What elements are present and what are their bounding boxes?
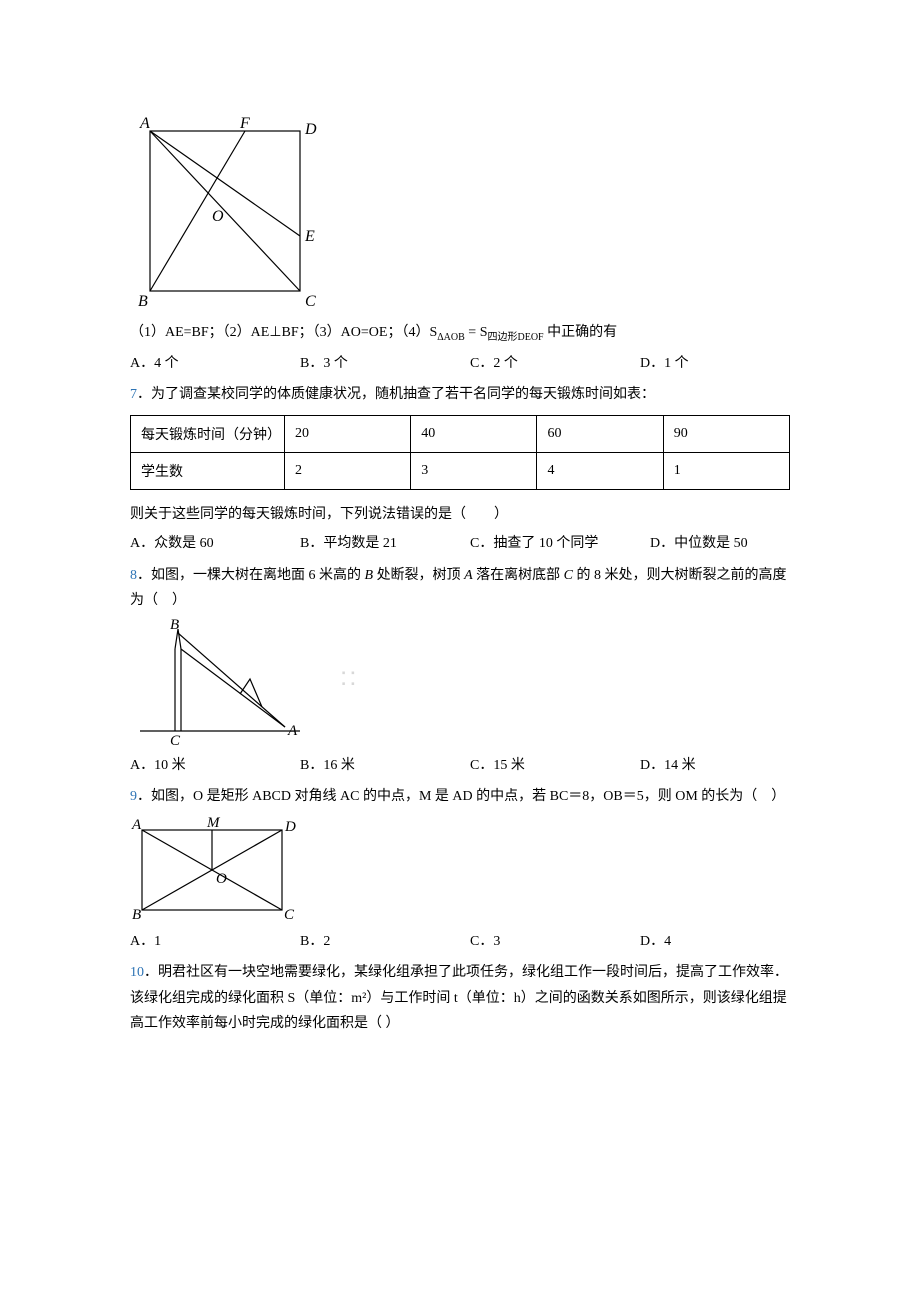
- t-label-A: A: [287, 723, 298, 739]
- q9-stem: 9．如图，O 是矩形 ABCD 对角线 AC 的中点，M 是 AD 的中点，若 …: [130, 784, 790, 809]
- q8-opt-A: A．10 米: [130, 753, 300, 778]
- q7-opt-B: B．平均数是 21: [300, 531, 470, 556]
- q6-statements: （1）AE=BF；（2）AE⊥BF；（3）AO=OE；（4）SΔAOB = S四…: [130, 320, 790, 347]
- q7-opt-C: C．抽查了 10 个同学: [470, 531, 650, 556]
- q8-num: 8: [130, 568, 137, 583]
- label-D: D: [304, 121, 317, 138]
- q9-figure: A M D B C O: [130, 815, 790, 925]
- td-3: 3: [411, 453, 537, 490]
- q8-C: C: [564, 568, 573, 583]
- q6-opt-C: C．2 个: [470, 351, 640, 376]
- td-students: 学生数: [131, 453, 285, 490]
- q9-options: A．1 B．2 C．3 D．4: [130, 929, 790, 954]
- td-4: 4: [537, 453, 663, 490]
- q10-stem: 10．明君社区有一块空地需要绿化，某绿化组承担了此项任务，绿化组工作一段时间后，…: [130, 960, 790, 1036]
- q7-num: 7: [130, 387, 137, 402]
- label-O: O: [212, 208, 224, 225]
- q6-opt-D: D．1 个: [640, 351, 760, 376]
- q6-options: A．4 个 B．3 个 C．2 个 D．1 个: [130, 351, 790, 376]
- q8-t2: 处断裂，树顶: [373, 568, 464, 583]
- r-label-O: O: [216, 871, 227, 887]
- q6-statements-text: （1）AE=BF；（2）AE⊥BF；（3）AO=OE；（4）: [130, 325, 429, 340]
- q8-opt-B: B．16 米: [300, 753, 470, 778]
- th-40: 40: [411, 416, 537, 453]
- q8-t3: 落在离树底部: [473, 568, 564, 583]
- q9-opt-D: D．4: [640, 929, 760, 954]
- watermark-icon: ::: [340, 661, 358, 692]
- th-90: 90: [663, 416, 789, 453]
- label-B: B: [138, 293, 148, 310]
- q6-tail: 中正确的有: [544, 325, 618, 340]
- q10-text: ．明君社区有一块空地需要绿化，某绿化组承担了此项任务，绿化组工作一段时间后，提高…: [130, 965, 788, 1030]
- q6-eq-Sright-sub: 四边形DEOF: [488, 332, 544, 343]
- r-label-B: B: [132, 907, 141, 923]
- table-row: 每天锻炼时间（分钟） 20 40 60 90: [131, 416, 790, 453]
- r-label-A: A: [131, 817, 142, 833]
- label-A: A: [139, 116, 150, 132]
- q10-num: 10: [130, 965, 144, 980]
- r-label-D: D: [284, 819, 296, 835]
- q9-opt-B: B．2: [300, 929, 470, 954]
- q7-stem: 7．为了调查某校同学的体质健康状况，随机抽查了若干名同学的每天锻炼时间如表：: [130, 382, 790, 407]
- q7-options: A．众数是 60 B．平均数是 21 C．抽查了 10 个同学 D．中位数是 5…: [130, 531, 790, 556]
- q6-opt-A: A．4 个: [130, 351, 300, 376]
- td-2: 2: [285, 453, 411, 490]
- q8-B: B: [365, 568, 374, 583]
- r-label-M: M: [206, 815, 221, 831]
- q9-opt-A: A．1: [130, 929, 300, 954]
- q7-opt-A: A．众数是 60: [130, 531, 300, 556]
- label-C: C: [305, 293, 316, 310]
- q8-stem: 8．如图，一棵大树在离地面 6 米高的 B 处断裂，树顶 A 落在离树底部 C …: [130, 563, 790, 613]
- label-F: F: [239, 116, 250, 132]
- q7-opt-D: D．中位数是 50: [650, 531, 790, 556]
- t-label-C: C: [170, 733, 181, 749]
- r-label-C: C: [284, 907, 295, 923]
- q6-figure: A F D E C B O: [130, 116, 790, 316]
- td-1: 1: [663, 453, 789, 490]
- q9-opt-C: C．3: [470, 929, 640, 954]
- q8-opt-D: D．14 米: [640, 753, 760, 778]
- t-label-B: B: [170, 619, 179, 633]
- q8-figure: :: B C A: [130, 619, 790, 749]
- th-60: 60: [537, 416, 663, 453]
- q9-num: 9: [130, 789, 137, 804]
- q8-options: A．10 米 B．16 米 C．15 米 D．14 米: [130, 753, 790, 778]
- q7-table: 每天锻炼时间（分钟） 20 40 60 90 学生数 2 3 4 1: [130, 415, 790, 490]
- th-20: 20: [285, 416, 411, 453]
- q8-A: A: [464, 568, 473, 583]
- q8-opt-C: C．15 米: [470, 753, 640, 778]
- q8-t1: ．如图，一棵大树在离地面 6 米高的: [137, 568, 365, 583]
- th-time: 每天锻炼时间（分钟）: [131, 416, 285, 453]
- label-E: E: [304, 228, 315, 245]
- table-row: 学生数 2 3 4 1: [131, 453, 790, 490]
- q9-text: ．如图，O 是矩形 ABCD 对角线 AC 的中点，M 是 AD 的中点，若 B…: [137, 789, 785, 804]
- q6-eq-Sleft-sub: ΔAOB: [437, 332, 465, 343]
- q7-stem2: 则关于这些同学的每天锻炼时间，下列说法错误的是（ ）: [130, 502, 790, 527]
- q6-eq-eq: =: [465, 325, 480, 340]
- q7-text: ．为了调查某校同学的体质健康状况，随机抽查了若干名同学的每天锻炼时间如表：: [137, 387, 655, 402]
- q6-opt-B: B．3 个: [300, 351, 470, 376]
- q6-eq-Sright: S: [480, 325, 488, 340]
